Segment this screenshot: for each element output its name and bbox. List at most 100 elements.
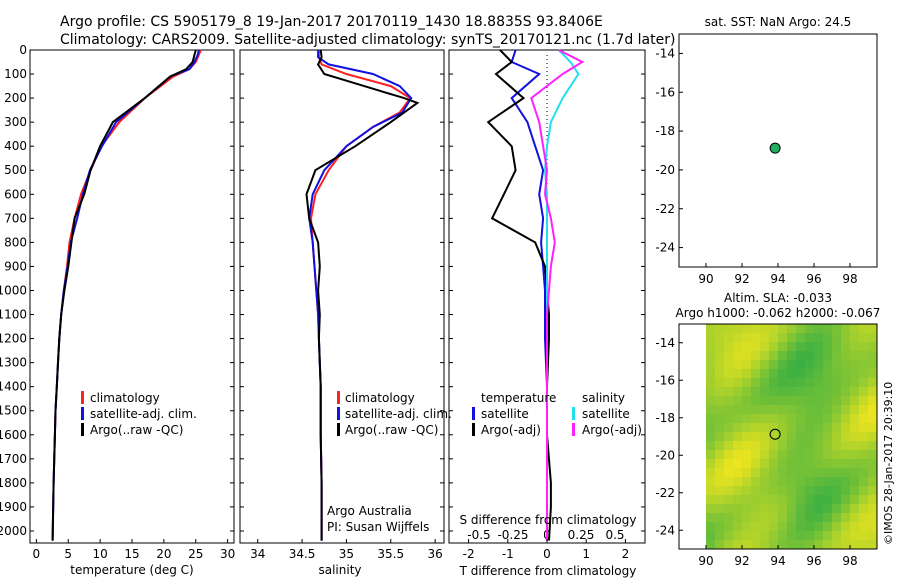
sla-cell	[859, 477, 868, 486]
sla-cell	[724, 396, 733, 405]
lon-tick-label: 92	[734, 272, 749, 286]
lat-tick-label: -24	[655, 523, 675, 537]
sla-cell	[706, 378, 715, 387]
s-axis-label: S difference from climatology	[460, 513, 637, 527]
depth-tick-label: 1800	[0, 476, 27, 490]
sla-cell	[814, 387, 823, 396]
x-tick-label: 0	[33, 547, 41, 561]
sla-cell	[850, 522, 859, 531]
sla-cell	[715, 405, 724, 414]
sla-cell	[832, 342, 841, 351]
sla-cell	[778, 405, 787, 414]
sla-cell	[769, 387, 778, 396]
sla-cell	[796, 540, 805, 549]
sla-cell	[850, 414, 859, 423]
sla-cell	[706, 405, 715, 414]
sla-cell	[778, 450, 787, 459]
sla-cell	[751, 423, 760, 432]
legend-label-sal-argo: Argo(-adj)	[582, 423, 642, 437]
annotation-line-1: Argo Australia	[327, 504, 412, 518]
sla-cell	[724, 513, 733, 522]
lon-tick-label: 98	[842, 272, 857, 286]
sla-cell	[742, 486, 751, 495]
sla-cell	[778, 351, 787, 360]
sla-cell	[823, 468, 832, 477]
sla-cell	[724, 324, 733, 333]
sla-cell	[778, 423, 787, 432]
lat-tick-labels: -14 -16 -18 -20 -22 -24	[655, 336, 675, 538]
sla-cell	[868, 477, 877, 486]
sla-cell	[823, 414, 832, 423]
sla-cell	[751, 405, 760, 414]
legend-swatch-argo	[81, 423, 84, 436]
sla-cell	[805, 324, 814, 333]
sla-cell	[742, 477, 751, 486]
sla-cell	[841, 351, 850, 360]
sla-cell	[733, 414, 742, 423]
lat-tick-label: -14	[655, 336, 675, 350]
depth-tick-label: 1900	[0, 500, 27, 514]
lat-tick-label: -18	[655, 124, 675, 138]
sla-cell	[787, 369, 796, 378]
sla-cell	[841, 396, 850, 405]
sla-cell	[814, 468, 823, 477]
sla-cell	[778, 495, 787, 504]
sla-cell	[742, 360, 751, 369]
x-tick-labels: 34 34.5 35 35.5 36	[250, 547, 443, 561]
sla-cell	[724, 486, 733, 495]
sla-cell	[850, 540, 859, 549]
sla-cell	[715, 495, 724, 504]
sla-cell	[859, 468, 868, 477]
sla-cell	[805, 333, 814, 342]
sla-cell	[868, 405, 877, 414]
sla-cell	[823, 405, 832, 414]
sla-cell	[733, 450, 742, 459]
sla-cell	[841, 531, 850, 540]
legend-label-temp-argo: Argo(-adj)	[481, 423, 541, 437]
sla-cell	[832, 441, 841, 450]
sla-cell	[751, 333, 760, 342]
depth-tick-label: 500	[4, 163, 27, 177]
sla-cell	[796, 369, 805, 378]
sla-cell	[805, 477, 814, 486]
sla-cell	[868, 351, 877, 360]
depth-tick-label: 1400	[0, 380, 27, 394]
sla-cell	[724, 387, 733, 396]
x-axis-label: salinity	[318, 563, 361, 577]
profile-lines	[51, 49, 202, 541]
sla-cell	[769, 513, 778, 522]
sla-cell	[832, 387, 841, 396]
sla-cell	[760, 405, 769, 414]
sla-cell	[742, 450, 751, 459]
sla-cell	[832, 369, 841, 378]
sla-cell	[805, 450, 814, 459]
sla-cell	[814, 441, 823, 450]
lon-tick-label: 98	[842, 554, 857, 568]
sla-cell	[715, 342, 724, 351]
sla-cell	[796, 450, 805, 459]
sla-cell	[787, 504, 796, 513]
sla-cell	[814, 342, 823, 351]
lat-tick-label: -22	[655, 486, 675, 500]
legend: climatology satellite-adj. clim. Argo(..…	[337, 391, 452, 437]
sla-cell	[715, 513, 724, 522]
sla-cell	[751, 387, 760, 396]
sla-cell	[823, 423, 832, 432]
sla-map: Altim. SLA: -0.033 Argo h1000: -0.062 h2…	[655, 291, 880, 568]
sla-cell	[823, 378, 832, 387]
series-line-argo-raw-qc-	[51, 49, 197, 541]
sla-cell	[868, 459, 877, 468]
sla-cell	[796, 477, 805, 486]
sla-cell	[751, 441, 760, 450]
sla-cell	[841, 522, 850, 531]
sla-cell	[859, 450, 868, 459]
legend-swatch-satellite	[81, 407, 84, 420]
sla-cell	[769, 504, 778, 513]
s-tick-labels: -0.5 -0.25 0 0.25 0.5	[467, 528, 624, 542]
sla-cell	[796, 513, 805, 522]
sla-cell	[724, 468, 733, 477]
sla-cell	[841, 324, 850, 333]
sla-cell	[823, 333, 832, 342]
sla-cell	[841, 459, 850, 468]
sla-cell	[751, 486, 760, 495]
